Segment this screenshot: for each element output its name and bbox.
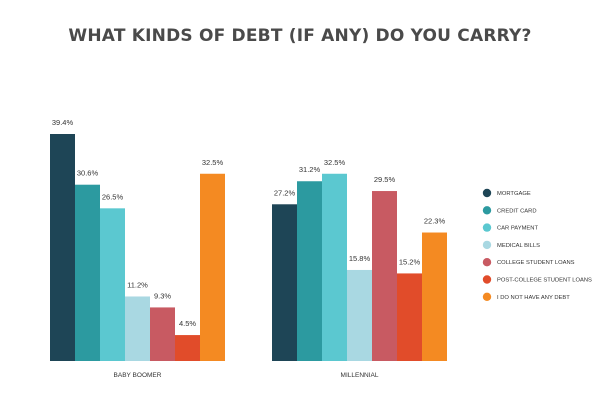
bar-value-label: 15.2% <box>399 257 421 266</box>
bar-0-0 <box>50 134 75 361</box>
legend-swatch <box>482 258 492 267</box>
bar-value-label: 15.8% <box>349 254 371 263</box>
bar-0-5 <box>175 335 200 361</box>
bar-1-1 <box>297 181 322 361</box>
bar-0-4 <box>150 307 175 361</box>
bar-1-0 <box>272 204 297 361</box>
bar-value-label: 26.5% <box>102 192 124 201</box>
legend-label: POST-COLLEGE STUDENT LOANS <box>497 278 592 284</box>
category-labels-layer: BABY BOOMER MILLENNIAL <box>114 372 379 379</box>
bar-value-label: 27.2% <box>274 188 296 197</box>
bar-1-2 <box>322 173 347 361</box>
legend-swatch <box>482 240 492 250</box>
legend-label: MEDICAL BILLS <box>497 243 540 249</box>
legend-swatch <box>482 206 492 215</box>
bar-0-6 <box>200 173 225 361</box>
bar-1-4 <box>372 191 397 361</box>
bar-value-label: 31.2% <box>299 165 321 174</box>
bar-0-1 <box>75 184 100 361</box>
legend: MORTGAGE CREDIT CARD CAR PAYMENT MEDICAL BI… <box>482 188 592 301</box>
legend-swatch <box>482 188 492 198</box>
bar-0-3 <box>125 296 150 361</box>
legend-swatch <box>482 292 492 301</box>
bar-value-label: 9.3% <box>154 291 171 300</box>
bar-1-5 <box>397 273 422 361</box>
bar-value-label: 22.3% <box>424 217 446 226</box>
bars-layer <box>50 134 447 361</box>
legend-label: MORTGAGE <box>497 191 531 197</box>
chart-title: WHAT KINDS OF DEBT (IF ANY) DO YOU CARRY… <box>68 26 532 46</box>
legend-label: COLLEGE STUDENT LOANS <box>497 260 575 266</box>
bar-value-label: 29.5% <box>374 175 396 184</box>
category-label: BABY BOOMER <box>114 372 162 379</box>
bar-value-label: 39.4% <box>52 118 74 127</box>
legend-swatch <box>482 275 492 284</box>
bar-value-label: 32.5% <box>324 158 346 167</box>
category-label: MILLENNIAL <box>341 372 379 379</box>
bar-1-3 <box>347 269 372 361</box>
legend-swatch <box>482 223 492 232</box>
legend-label: CAR PAYMENT <box>497 226 538 232</box>
bar-0-2 <box>100 208 125 361</box>
bar-1-6 <box>422 232 447 361</box>
legend-label: I DO NOT HAVE ANY DEBT <box>497 295 570 301</box>
bar-value-label: 30.6% <box>77 169 99 178</box>
bar-value-label: 11.2% <box>127 280 148 289</box>
value-labels-layer: 39.4% 30.6% 26.5% 11.2% 9.3% 4.5% 32.5% 27.2% 31… <box>52 118 446 328</box>
bar-value-label: 4.5% <box>179 319 196 328</box>
legend-label: CREDIT CARD <box>497 208 537 214</box>
bar-value-label: 32.5% <box>202 158 224 167</box>
